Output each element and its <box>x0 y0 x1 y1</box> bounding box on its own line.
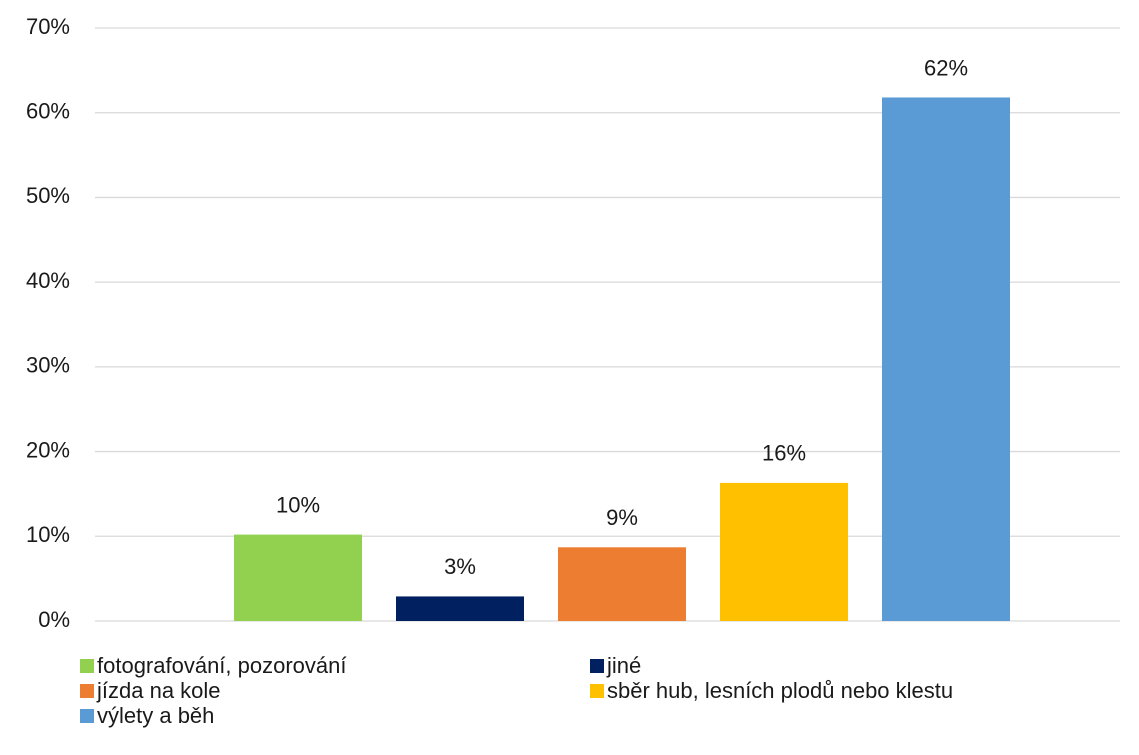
data-label: 62% <box>924 55 968 80</box>
legend-label: výlety a běh <box>97 703 214 728</box>
bar <box>396 596 524 621</box>
y-tick-label: 70% <box>26 14 70 39</box>
y-tick-label: 60% <box>26 99 70 124</box>
data-label: 10% <box>276 492 320 517</box>
legend-swatch <box>80 709 94 723</box>
legend-label: jízda na kole <box>96 678 221 703</box>
data-label: 3% <box>444 554 476 579</box>
legend-swatch <box>80 684 94 698</box>
bar <box>234 534 362 621</box>
y-tick-label: 40% <box>26 268 70 293</box>
bar <box>558 547 686 621</box>
data-label: 9% <box>606 505 638 530</box>
data-label: 16% <box>762 441 806 466</box>
bar <box>882 97 1010 622</box>
legend-swatch <box>80 659 94 673</box>
legend-label: jiné <box>606 653 641 678</box>
bar <box>720 482 848 621</box>
y-tick-label: 50% <box>26 183 70 208</box>
y-tick-label: 30% <box>26 353 70 378</box>
y-tick-label: 10% <box>26 522 70 547</box>
y-tick-label: 20% <box>26 437 70 462</box>
legend-swatch <box>590 659 604 673</box>
y-tick-label: 0% <box>38 607 70 632</box>
legend-label: sběr hub, lesních plodů nebo klestu <box>607 678 953 703</box>
legend-swatch <box>590 684 604 698</box>
legend-label: fotografování, pozorování <box>97 653 347 678</box>
